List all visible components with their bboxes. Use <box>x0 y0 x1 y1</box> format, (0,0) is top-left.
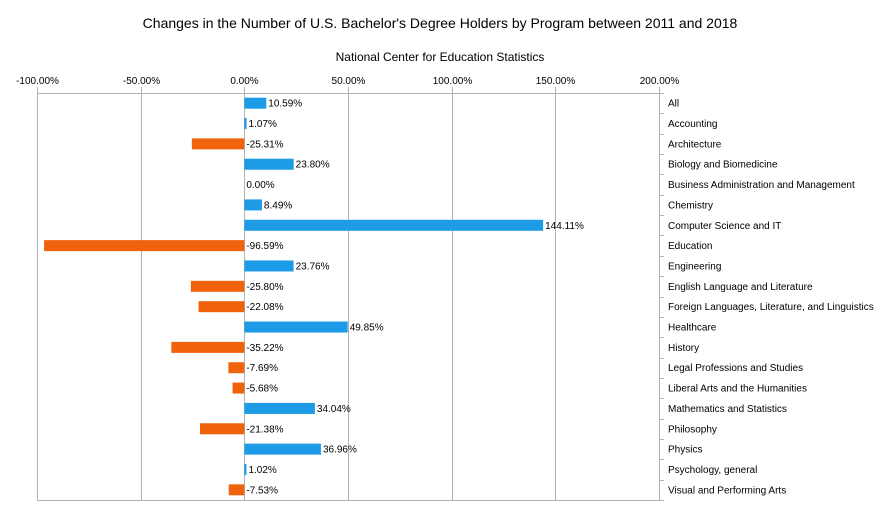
category-label: Education <box>668 241 712 252</box>
bar <box>198 301 245 313</box>
bar <box>244 443 321 455</box>
bar <box>228 362 245 374</box>
category-label: Psychology, general <box>668 465 757 476</box>
x-tick-label: 200.00% <box>640 76 680 87</box>
category-label: History <box>668 343 699 354</box>
bar <box>232 382 245 394</box>
bar <box>244 260 294 272</box>
data-label: -96.59% <box>246 241 283 252</box>
chart-title: Changes in the Number of U.S. Bachelor's… <box>142 15 738 31</box>
bar <box>244 402 315 414</box>
bar <box>44 240 245 252</box>
x-tick-label: 0.00% <box>230 76 258 87</box>
data-label: 34.04% <box>317 404 351 415</box>
bar <box>191 138 245 150</box>
category-label: Engineering <box>668 261 721 272</box>
data-label: -7.53% <box>246 485 278 496</box>
bar <box>244 463 247 475</box>
chart-subtitle: National Center for Education Statistics <box>335 50 545 64</box>
data-label: 23.76% <box>296 261 330 272</box>
bar <box>244 219 544 231</box>
value-labels: 10.59% 1.07% -25.31% 23.80% 0.00% 8.49% 144.11… <box>246 99 584 497</box>
category-label: Biology and Biomedicine <box>668 160 778 171</box>
category-label: Business Administration and Management <box>668 180 855 191</box>
data-label: 8.49% <box>264 200 292 211</box>
bar <box>244 158 294 170</box>
category-label: Legal Professions and Studies <box>668 363 803 374</box>
data-label: 1.07% <box>249 119 277 130</box>
category-label: Mathematics and Statistics <box>668 404 787 415</box>
data-label: -21.38% <box>246 424 283 435</box>
bar <box>244 321 348 333</box>
bar <box>190 280 245 292</box>
data-label: -35.22% <box>246 343 283 354</box>
data-label: 1.02% <box>248 465 276 476</box>
bar <box>228 484 245 496</box>
category-label: Computer Science and IT <box>668 221 781 232</box>
category-label: Philosophy <box>668 424 717 435</box>
category-label: English Language and Literature <box>668 282 813 293</box>
category-label: Liberal Arts and the Humanities <box>668 384 807 395</box>
category-label: All <box>668 99 679 110</box>
data-label: -25.80% <box>246 282 283 293</box>
x-tick-labels: -100.00% -50.00% 0.00% 50.00% 100.00% 150.00%… <box>16 76 679 87</box>
category-label: Accounting <box>668 119 717 130</box>
category-label: Chemistry <box>668 200 713 211</box>
data-label: 23.80% <box>296 160 330 171</box>
bar <box>244 97 267 109</box>
x-tick-label: 50.00% <box>332 76 366 87</box>
data-label: -7.69% <box>246 363 278 374</box>
gridlines <box>37 87 664 501</box>
bar <box>244 118 247 130</box>
data-label: -25.31% <box>246 139 283 150</box>
data-label: 144.11% <box>545 221 584 232</box>
x-tick-label: -100.00% <box>16 76 59 87</box>
data-label: -5.68% <box>246 384 278 395</box>
category-label: Healthcare <box>668 323 717 334</box>
bar <box>171 341 245 353</box>
category-label: Foreign Languages, Literature, and Lingu… <box>668 302 874 313</box>
category-label: Architecture <box>668 139 722 150</box>
data-label: -22.08% <box>246 302 283 313</box>
x-tick-label: 150.00% <box>536 76 576 87</box>
data-label: 10.59% <box>268 99 302 110</box>
x-tick-label: 100.00% <box>433 76 473 87</box>
bar <box>200 423 245 435</box>
bar <box>244 199 262 211</box>
x-tick-label: -50.00% <box>123 76 160 87</box>
category-label: Visual and Performing Arts <box>668 485 786 496</box>
data-label: 0.00% <box>246 180 274 191</box>
category-label: Physics <box>668 445 702 456</box>
category-labels: All Accounting Architecture Biology and Bio… <box>668 99 874 497</box>
bars <box>44 97 544 496</box>
data-label: 49.85% <box>350 323 384 334</box>
data-label: 36.96% <box>323 445 357 456</box>
